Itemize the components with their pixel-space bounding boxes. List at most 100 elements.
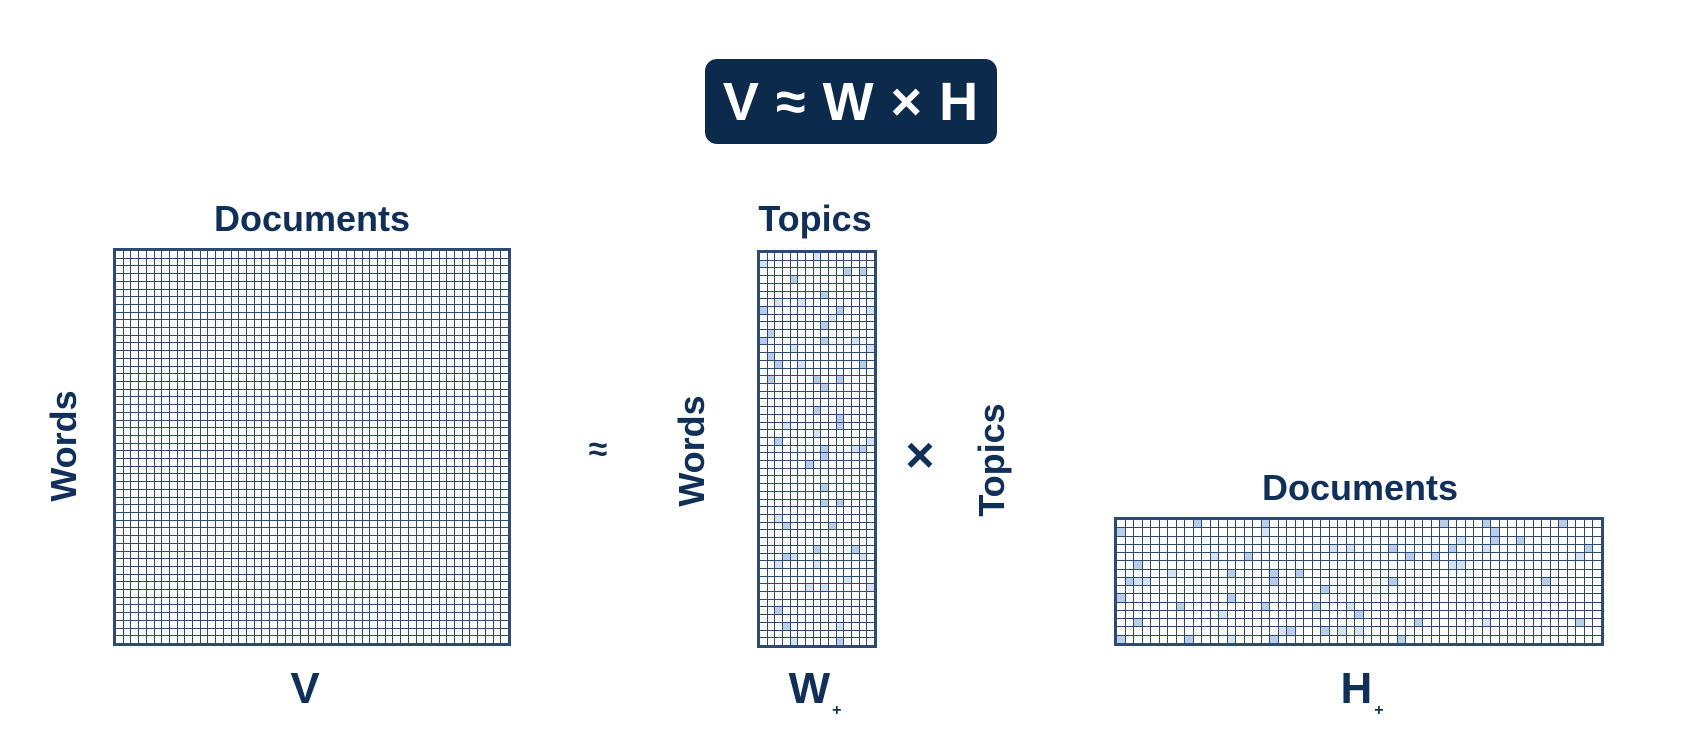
matrix-cell xyxy=(1559,619,1567,627)
matrix-cell xyxy=(162,551,169,559)
matrix-cell xyxy=(408,274,416,281)
matrix-cell xyxy=(1355,586,1363,594)
matrix-cell xyxy=(867,360,874,368)
matrix-cell xyxy=(844,499,851,507)
matrix-cell xyxy=(208,412,216,420)
matrix-cell xyxy=(805,491,813,499)
approx-operator: ≈ xyxy=(588,430,608,469)
matrix-cell xyxy=(1440,619,1448,627)
matrix-cell xyxy=(331,497,339,505)
matrix-cell xyxy=(775,615,782,622)
matrix-cell xyxy=(169,551,177,559)
matrix-cell xyxy=(1550,594,1559,602)
matrix-cell xyxy=(254,482,262,489)
matrix-cell xyxy=(300,412,308,420)
matrix-cell xyxy=(408,605,416,613)
matrix-cell xyxy=(208,605,216,613)
matrix-cell xyxy=(277,397,285,405)
matrix-cell xyxy=(193,281,200,289)
matrix-cell xyxy=(859,437,867,445)
matrix-cell xyxy=(782,522,790,530)
matrix-cell xyxy=(859,345,867,353)
matrix-cell xyxy=(493,466,501,474)
matrix-cell xyxy=(262,451,270,459)
matrix-cell xyxy=(208,312,216,320)
matrix-cell xyxy=(1457,544,1465,553)
matrix-cell xyxy=(867,299,874,306)
matrix-cell xyxy=(1567,528,1576,536)
matrix-cell xyxy=(1159,561,1168,569)
matrix-cell xyxy=(378,289,385,297)
matrix-cell xyxy=(154,320,162,328)
matrix-cell xyxy=(1278,577,1287,586)
matrix-cell xyxy=(285,605,293,613)
matrix-cell xyxy=(493,605,501,613)
matrix-cell xyxy=(416,304,424,312)
matrix-cell xyxy=(478,489,485,497)
matrix-cell xyxy=(162,412,169,420)
matrix-cell xyxy=(1312,536,1321,544)
matrix-cell xyxy=(293,366,300,374)
matrix-cell xyxy=(408,328,416,335)
matrix-cell xyxy=(416,297,424,304)
matrix-cell xyxy=(1278,561,1287,569)
matrix-cell xyxy=(1176,528,1185,536)
matrix-cell xyxy=(270,335,277,343)
matrix-cell xyxy=(223,551,231,559)
matrix-cell xyxy=(1465,586,1474,594)
matrix-cell xyxy=(775,407,782,414)
matrix-cell xyxy=(851,491,859,499)
matrix-cell xyxy=(300,482,308,489)
matrix-cell xyxy=(470,536,478,543)
matrix-cell xyxy=(239,582,246,590)
matrix-cell xyxy=(393,528,401,536)
matrix-cell xyxy=(1312,528,1321,536)
matrix-cell xyxy=(169,274,177,281)
matrix-cell xyxy=(775,268,782,276)
matrix-cell xyxy=(790,592,798,599)
matrix-cell xyxy=(775,576,782,584)
times-operator: × xyxy=(905,427,935,483)
matrix-cell xyxy=(254,559,262,566)
matrix-cell xyxy=(424,366,431,374)
matrix-cell xyxy=(223,505,231,512)
matrix-cell xyxy=(1491,627,1499,635)
matrix-cell xyxy=(1329,619,1338,627)
matrix-cell xyxy=(867,376,874,383)
matrix-cell xyxy=(331,451,339,459)
matrix-cell xyxy=(393,582,401,590)
matrix-cell xyxy=(1227,602,1236,610)
matrix-cell xyxy=(821,622,828,630)
matrix-cell xyxy=(1142,594,1151,602)
matrix-cell xyxy=(370,304,377,312)
matrix-cell xyxy=(1270,577,1278,586)
matrix-cell xyxy=(324,274,331,281)
matrix-cell xyxy=(1168,553,1176,561)
matrix-cell xyxy=(378,543,385,551)
matrix-cell xyxy=(805,291,813,299)
matrix-cell xyxy=(1210,561,1219,569)
matrix-cell xyxy=(401,451,408,459)
matrix-cell xyxy=(231,574,239,582)
matrix-cell xyxy=(185,551,193,559)
matrix-cell xyxy=(370,397,377,405)
matrix-cell xyxy=(116,574,123,582)
matrix-cell xyxy=(416,366,424,374)
matrix-cell xyxy=(347,304,354,312)
matrix-cell xyxy=(1380,610,1389,619)
matrix-cell xyxy=(501,335,508,343)
matrix-cell xyxy=(844,353,851,360)
matrix-cell xyxy=(331,559,339,566)
matrix-cell xyxy=(478,412,485,420)
matrix-cell xyxy=(836,561,844,568)
matrix-cell xyxy=(431,304,439,312)
matrix-cell xyxy=(813,461,821,468)
matrix-cell xyxy=(154,574,162,582)
matrix-cell xyxy=(1431,553,1440,561)
matrix-cell xyxy=(254,358,262,366)
matrix-cell xyxy=(478,566,485,574)
matrix-cell xyxy=(270,405,277,412)
matrix-cell xyxy=(270,474,277,482)
matrix-cell xyxy=(262,443,270,451)
matrix-cell xyxy=(154,412,162,420)
